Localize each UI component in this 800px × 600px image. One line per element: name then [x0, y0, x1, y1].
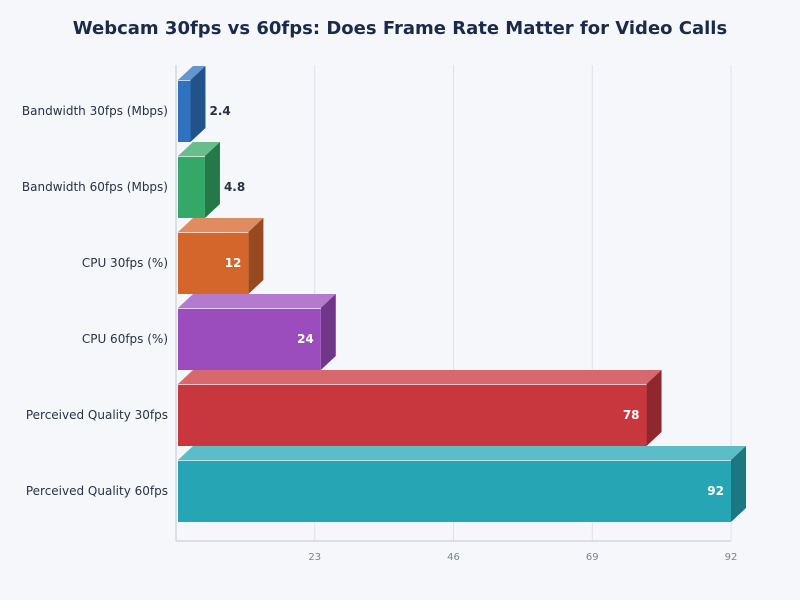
x-tick-label: 46 [447, 552, 460, 563]
bar [178, 232, 249, 294]
y-category-label: Perceived Quality 30fps [26, 408, 168, 422]
bar-value-label: 24 [297, 332, 314, 346]
bar-value-label: 2.4 [209, 104, 230, 118]
bar-top-face [178, 66, 206, 80]
chart-title: Webcam 30fps vs 60fps: Does Frame Rate M… [73, 18, 727, 39]
bar-side-face [248, 218, 264, 294]
bar [178, 156, 205, 218]
bar-group: 12 [178, 218, 264, 294]
bar-group: 24 [178, 294, 336, 370]
bar-group: 2.4 [178, 66, 231, 142]
y-category-label: Bandwidth 30fps (Mbps) [22, 104, 168, 118]
y-category-label: CPU 30fps (%) [82, 256, 168, 270]
axes: 23 46 69 92 Bandwidth 30fps (Mbps) Bandwidth … [22, 65, 737, 563]
bar-group: 92 [178, 446, 746, 522]
bar-top-face [178, 218, 264, 232]
x-tick-label: 69 [586, 552, 599, 563]
bar [178, 384, 647, 446]
bar-value-label: 12 [225, 256, 242, 270]
bar [178, 308, 321, 370]
bar-group: 4.8 [178, 142, 245, 218]
x-tick-label: 23 [308, 552, 321, 563]
bar-value-label: 78 [623, 408, 640, 422]
bar-side-face [731, 446, 746, 522]
y-category-label: Perceived Quality 60fps [26, 484, 168, 498]
bar-top-face [178, 446, 746, 460]
bars: 2.4 4.8 12 24 78 92 [178, 66, 746, 522]
bar-side-face [646, 370, 662, 446]
x-tick-label: 92 [725, 552, 738, 563]
bar-side-face [190, 66, 206, 142]
bar [178, 80, 191, 142]
y-category-label: Bandwidth 60fps (Mbps) [22, 180, 168, 194]
bar-value-label: 92 [707, 484, 724, 498]
bar [178, 460, 731, 522]
y-category-label: CPU 60fps (%) [82, 332, 168, 346]
bar-top-face [178, 370, 662, 384]
bar-side-face [204, 142, 220, 218]
bar-top-face [178, 142, 220, 156]
bar-top-face [178, 294, 336, 308]
bar-group: 78 [178, 370, 662, 446]
bar-side-face [320, 294, 336, 370]
bar-value-label: 4.8 [224, 180, 245, 194]
